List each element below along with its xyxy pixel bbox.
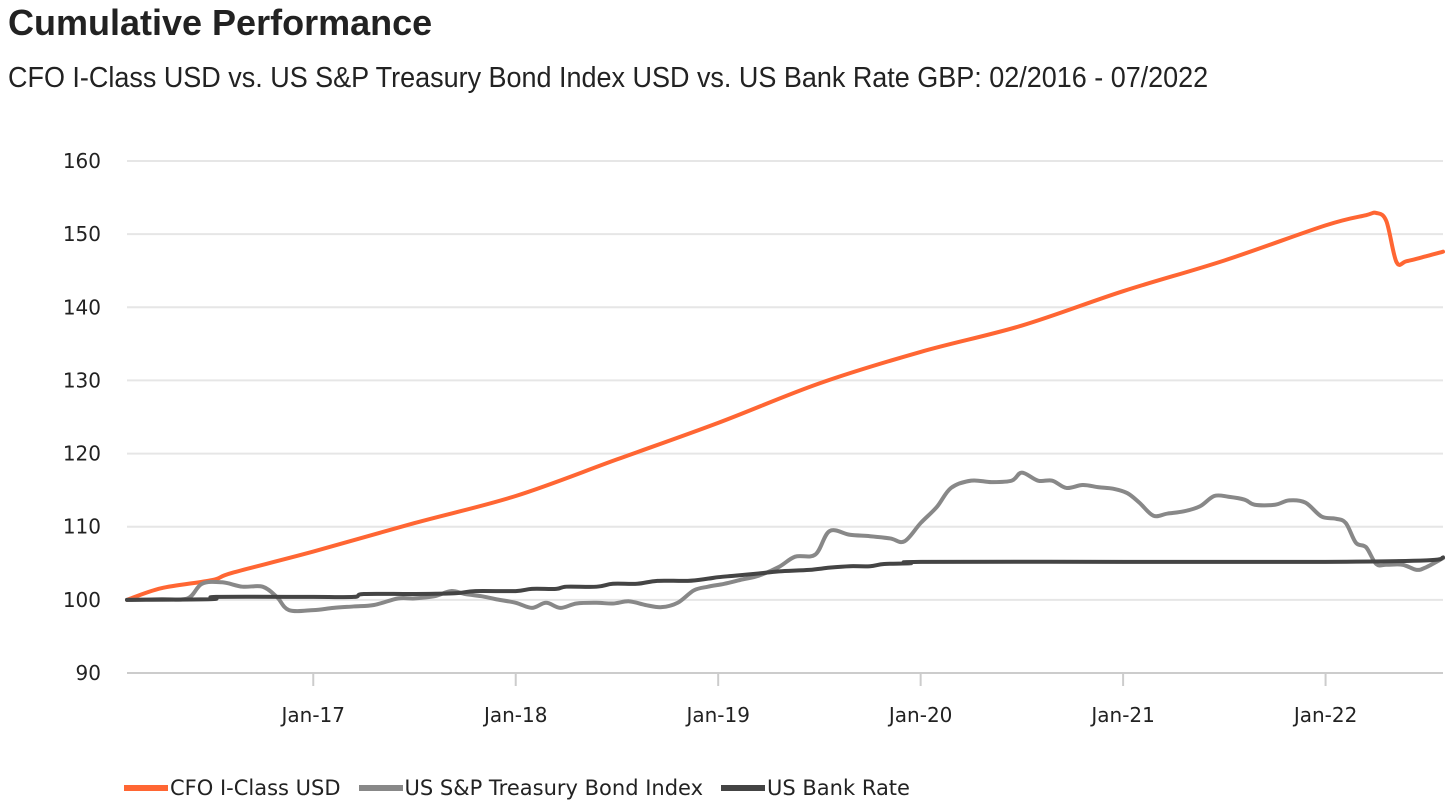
legend-item-bank-rate[interactable]: US Bank Rate [721, 776, 910, 800]
series-lines [125, 210, 1445, 614]
y-tick-label-100: 100 [63, 588, 101, 612]
x-tick-label-jan-19: Jan-19 [684, 703, 750, 727]
legend-item-cfo[interactable]: CFO I-Class USD [124, 776, 341, 800]
chart-subtitle: CFO I-Class USD vs. US S&P Treasury Bond… [8, 62, 1209, 94]
y-tick-label-140: 140 [63, 295, 101, 319]
legend: CFO I-Class USD US S&P Treasury Bond Ind… [124, 776, 928, 800]
x-tick-label-jan-17: Jan-17 [280, 703, 346, 727]
x-tick-label-jan-21: Jan-21 [1089, 703, 1155, 727]
series-line-us-bank-rate [125, 555, 1445, 602]
y-tick-label-150: 150 [63, 222, 101, 246]
y-tick-label-130: 130 [63, 368, 101, 392]
y-tick-label-120: 120 [63, 442, 101, 466]
x-tick-label-jan-22: Jan-22 [1292, 703, 1358, 727]
legend-label-treasury: US S&P Treasury Bond Index [404, 776, 704, 800]
grid-lines [127, 160, 1443, 601]
y-axis-ticks: 90 100 110 120 130 140 150 160 [63, 149, 101, 685]
series-line-us-sp-treasury-bond-index [125, 470, 1445, 614]
legend-label-cfo: CFO I-Class USD [170, 776, 341, 800]
x-tick-label-jan-20: Jan-20 [887, 703, 953, 727]
series-line-cfo-i-class-usd [125, 210, 1445, 602]
x-axis-ticks: Jan-17 Jan-18 Jan-19 Jan-20 Jan-21 Jan-22 [280, 673, 1358, 727]
x-tick-label-jan-18: Jan-18 [482, 703, 548, 727]
legend-swatch-treasury [358, 785, 403, 791]
legend-swatch-cfo [124, 785, 168, 791]
y-tick-label-160: 160 [63, 149, 101, 173]
y-tick-label-90: 90 [76, 661, 101, 685]
legend-label-bank-rate: US Bank Rate [767, 776, 910, 800]
legend-item-treasury[interactable]: US S&P Treasury Bond Index [358, 776, 704, 800]
legend-swatch-bank-rate [721, 785, 766, 791]
chart-title: Cumulative Performance [8, 2, 433, 43]
y-tick-label-110: 110 [63, 515, 101, 539]
